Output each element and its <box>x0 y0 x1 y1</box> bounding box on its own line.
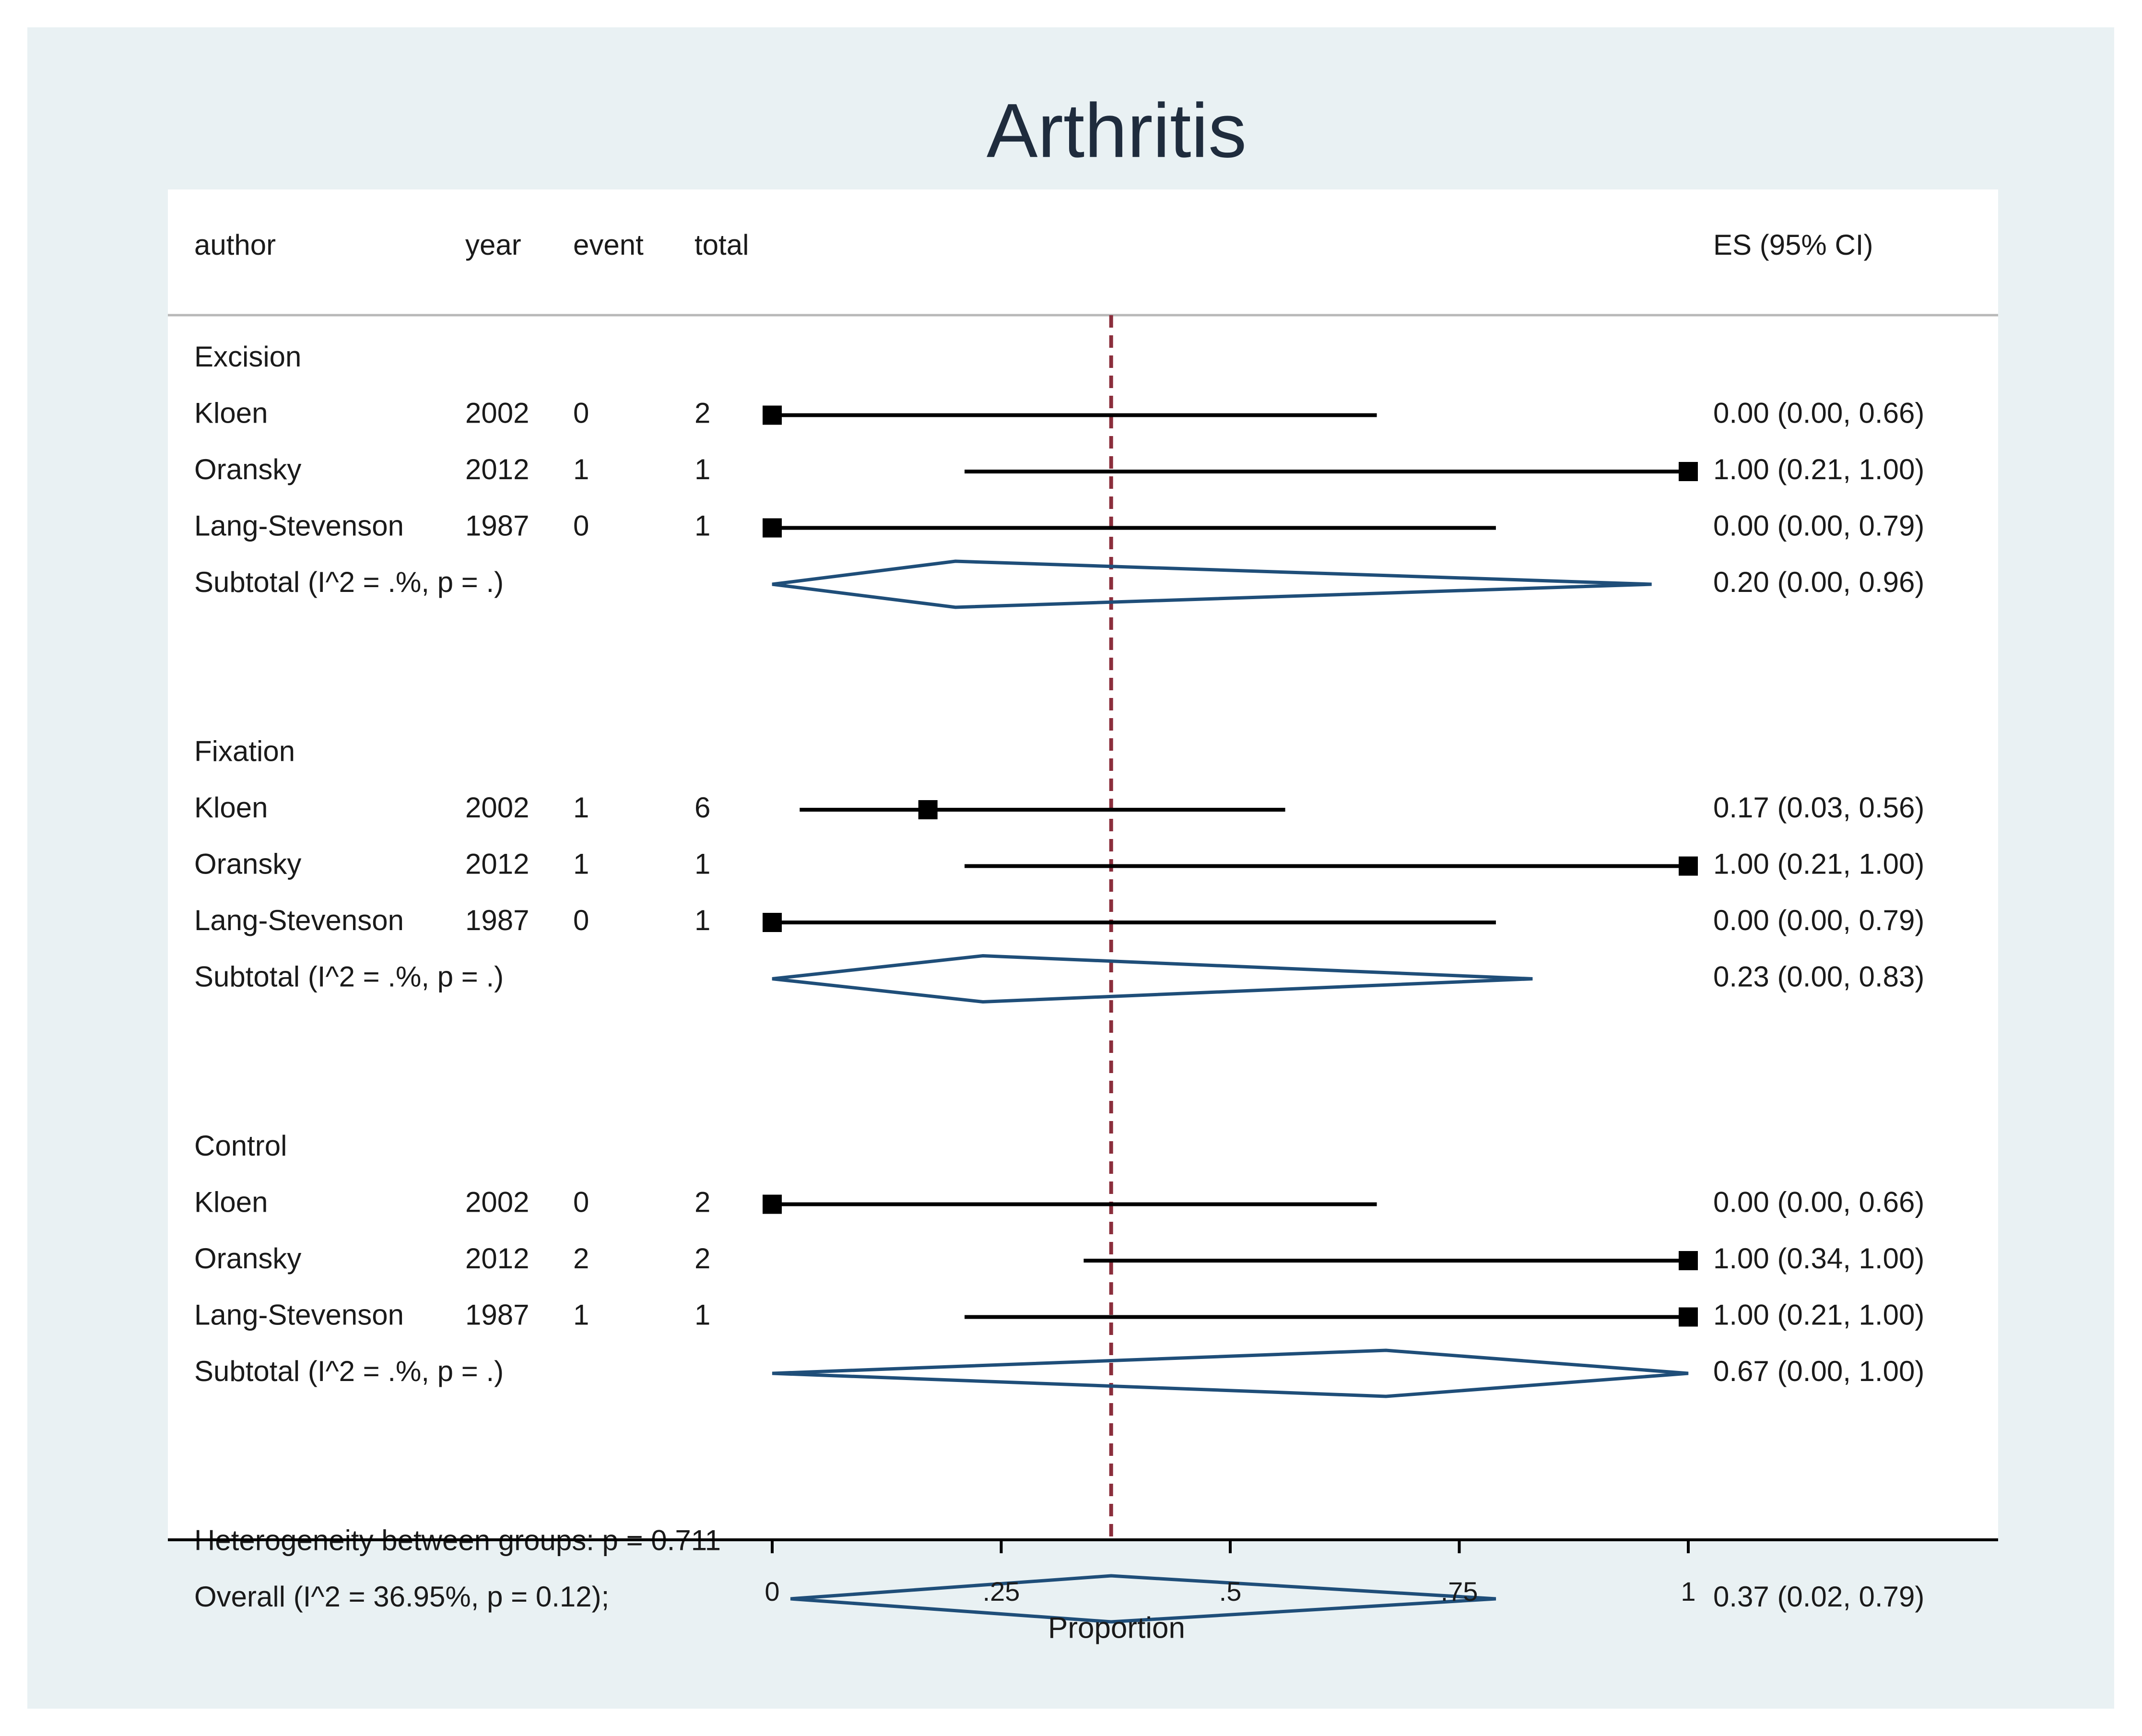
column-header-year: year <box>465 229 521 261</box>
point-estimate-marker <box>763 405 782 425</box>
point-estimate-marker <box>763 518 782 538</box>
study-author: Oransky <box>194 453 301 485</box>
es-value: 1.00 (0.34, 1.00) <box>1713 1242 1924 1275</box>
es-value: 1.00 (0.21, 1.00) <box>1713 453 1924 485</box>
study-author: Kloen <box>194 1186 268 1218</box>
study-total: 2 <box>694 1242 710 1275</box>
study-year: 1987 <box>465 904 529 936</box>
point-estimate-marker <box>1679 1251 1698 1270</box>
study-year: 2012 <box>465 848 529 880</box>
study-total: 2 <box>694 1186 710 1218</box>
subtotal-label: Subtotal (I^2 = .%, p = .) <box>194 960 504 992</box>
study-author: Lang-Stevenson <box>194 1299 404 1331</box>
study-year: 1987 <box>465 1299 529 1331</box>
chart-title: Arthritis <box>987 87 1247 173</box>
study-total: 1 <box>694 509 710 542</box>
study-event: 1 <box>573 1299 589 1331</box>
study-year: 2002 <box>465 791 529 824</box>
study-year: 2012 <box>465 453 529 485</box>
point-estimate-marker <box>1679 1307 1698 1327</box>
study-author: Oransky <box>194 848 301 880</box>
study-year: 2002 <box>465 1186 529 1218</box>
x-tick-label: .5 <box>1219 1576 1242 1606</box>
study-author: Lang-Stevenson <box>194 904 404 936</box>
study-event: 1 <box>573 453 589 485</box>
study-event: 2 <box>573 1242 589 1275</box>
group-label: Excision <box>194 341 301 373</box>
x-tick-label: 1 <box>1681 1576 1695 1606</box>
overall-es-value: 0.37 (0.02, 0.79) <box>1713 1581 1924 1613</box>
subtotal-diamond <box>772 1348 1689 1398</box>
subtotal-label: Subtotal (I^2 = .%, p = .) <box>194 1355 504 1387</box>
subtotal-es-value: 0.67 (0.00, 1.00) <box>1713 1355 1924 1387</box>
point-estimate-marker <box>1679 462 1698 481</box>
overall-diamond <box>790 1574 1496 1624</box>
study-total: 1 <box>694 848 710 880</box>
study-author: Kloen <box>194 397 268 429</box>
study-event: 0 <box>573 904 589 936</box>
study-event: 1 <box>573 791 589 824</box>
study-author: Oransky <box>194 1242 301 1275</box>
study-total: 1 <box>694 904 710 936</box>
study-event: 0 <box>573 509 589 542</box>
x-tick-label: 0 <box>765 1576 779 1606</box>
study-event: 0 <box>573 397 589 429</box>
subtotal-diamond <box>772 954 1533 1004</box>
es-value: 0.00 (0.00, 0.66) <box>1713 1186 1924 1218</box>
study-year: 2002 <box>465 397 529 429</box>
subtotal-diamond <box>772 559 1652 609</box>
column-header-total: total <box>694 229 749 261</box>
es-value: 0.00 (0.00, 0.79) <box>1713 509 1924 542</box>
es-value: 0.00 (0.00, 0.79) <box>1713 904 1924 936</box>
column-header-author: author <box>194 229 276 261</box>
group-label: Fixation <box>194 735 295 767</box>
x-tick-label: .75 <box>1441 1576 1478 1606</box>
study-event: 0 <box>573 1186 589 1218</box>
point-estimate-marker <box>1679 856 1698 876</box>
study-event: 1 <box>573 848 589 880</box>
study-year: 1987 <box>465 509 529 542</box>
subtotal-es-value: 0.23 (0.00, 0.83) <box>1713 960 1924 992</box>
study-total: 2 <box>694 397 710 429</box>
study-author: Kloen <box>194 791 268 824</box>
es-value: 1.00 (0.21, 1.00) <box>1713 1299 1924 1331</box>
group-label: Control <box>194 1130 287 1162</box>
x-axis-label: Proportion <box>1048 1611 1185 1644</box>
column-header-event: event <box>573 229 644 261</box>
point-estimate-marker <box>763 1194 782 1214</box>
overall-label: Overall (I^2 = 36.95%, p = 0.12); <box>194 1581 609 1613</box>
x-tick-label: .25 <box>983 1576 1020 1606</box>
study-total: 6 <box>694 791 710 824</box>
subtotal-label: Subtotal (I^2 = .%, p = .) <box>194 566 504 598</box>
es-value: 0.17 (0.03, 0.56) <box>1713 791 1924 824</box>
es-value: 1.00 (0.21, 1.00) <box>1713 848 1924 880</box>
study-year: 2012 <box>465 1242 529 1275</box>
subtotal-es-value: 0.20 (0.00, 0.96) <box>1713 566 1924 598</box>
study-total: 1 <box>694 1299 710 1331</box>
study-author: Lang-Stevenson <box>194 509 404 542</box>
study-total: 1 <box>694 453 710 485</box>
es-value: 0.00 (0.00, 0.66) <box>1713 397 1924 429</box>
point-estimate-marker <box>918 800 938 819</box>
point-estimate-marker <box>763 913 782 932</box>
column-header-es: ES (95% CI) <box>1713 229 1873 261</box>
